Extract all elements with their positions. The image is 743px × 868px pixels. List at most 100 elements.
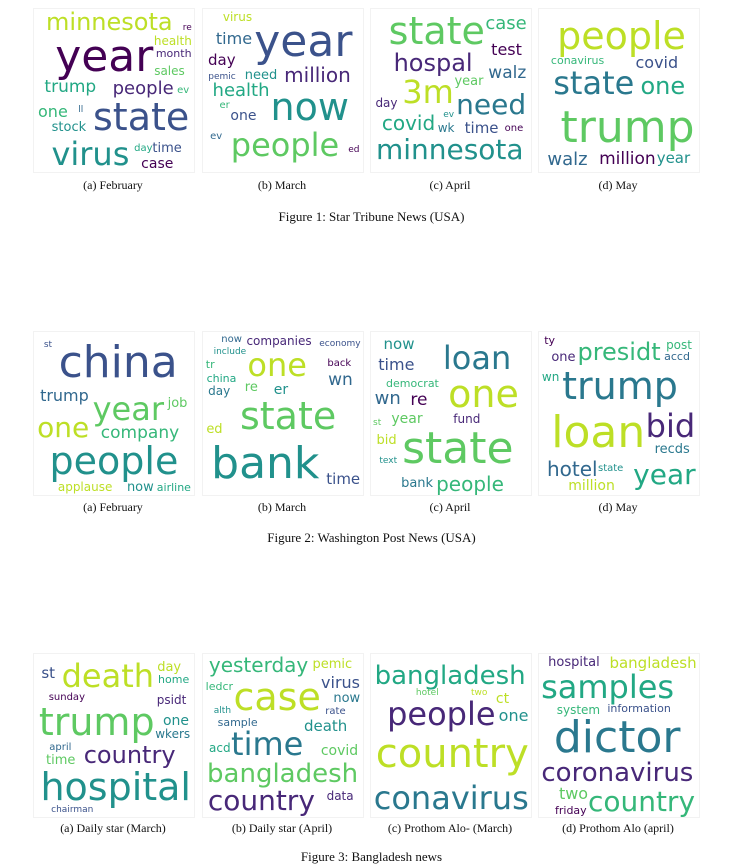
wordcloud-word: ed — [348, 145, 360, 156]
wordcloud-word: state — [553, 63, 635, 102]
wordcloud-word: time — [378, 354, 415, 374]
wordcloud-word: post — [666, 337, 692, 352]
wordcloud-word: bank — [211, 438, 320, 490]
wordcloud-word: virus — [321, 672, 361, 692]
wordcloud-word: covid — [635, 53, 679, 73]
wordcloud-word: april — [49, 742, 72, 754]
wordcloud-word: accd — [664, 350, 690, 364]
wordcloud-word: samples — [541, 667, 675, 706]
wordcloud-word: hospital — [548, 655, 600, 671]
wordcloud-word: wn — [328, 369, 353, 390]
wordcloud-word: year — [92, 390, 164, 429]
wordcloud-word: country — [587, 784, 696, 818]
subfigure-label: (b) Daily star (April) — [231, 821, 333, 835]
wordcloud-word: yesterday — [208, 653, 309, 678]
subfigure-label: (d) May — [598, 178, 638, 192]
wordcloud-word: one — [504, 123, 524, 135]
wordcloud-word: now — [126, 479, 154, 495]
wordcloud-word: two — [558, 784, 589, 804]
wordcloud-word: information — [607, 702, 671, 716]
wordcloud: year state virus minnesota people trump one cas… — [33, 8, 195, 173]
wordcloud-word: sample — [217, 715, 258, 729]
wordcloud-word: friday — [555, 803, 587, 817]
wordcloud-word: re — [410, 390, 428, 411]
subfigure-label: (a) February — [83, 500, 143, 514]
wordcloud-word: time — [152, 141, 182, 157]
wordcloud-word: ll — [78, 105, 84, 116]
wordcloud-word: bid — [645, 407, 696, 446]
wordcloud-word: year — [391, 410, 423, 427]
figure-caption: Figure 3: Bangladesh news — [300, 849, 443, 864]
wordcloud-word: time — [326, 469, 361, 488]
wordcloud-word: state — [402, 422, 514, 474]
wordcloud-word: tr — [205, 357, 215, 371]
wordcloud-word: presidt — [577, 337, 661, 366]
wordcloud-word: million — [568, 478, 615, 495]
wordcloud-word: time — [231, 725, 304, 763]
wordcloud-word: day — [157, 659, 182, 675]
wordcloud-word: hotel — [415, 688, 439, 699]
wordcloud-word: case — [485, 12, 527, 34]
wordcloud-word: state — [388, 8, 485, 53]
wordcloud-word: ed — [206, 421, 223, 437]
wordcloud-word: include — [213, 347, 247, 358]
wordcloud-word: minnesota — [375, 133, 524, 167]
figure-3-panel-a: hospital trump death country st one time day wke… — [33, 653, 195, 843]
wordcloud: china people year one company trump now job appl… — [33, 331, 195, 496]
wordcloud-word: death — [61, 657, 155, 696]
figure-2: china people year one company trump now job appl… — [0, 331, 743, 553]
wordcloud-word: applause — [57, 480, 113, 495]
wordcloud-word: trump — [44, 77, 97, 98]
wordcloud-word: back — [327, 358, 352, 370]
wordcloud-word: bangladesh — [207, 759, 359, 790]
wordcloud-word: st — [41, 663, 56, 682]
wordcloud-word: wn — [374, 387, 401, 409]
wordcloud-word: day — [208, 50, 236, 69]
figure-caption: Figure 2: Washington Post News (USA) — [267, 530, 476, 545]
wordcloud-word: sunday — [48, 692, 85, 704]
wordcloud-word: test — [491, 39, 522, 59]
wordcloud-word: country — [83, 741, 176, 770]
subfigure-label: (d) Prothom Alo (april) — [562, 821, 674, 835]
wordcloud-word: trump — [562, 363, 678, 408]
figure-3-panel-b: bangladesh case time country yesterday virus d… — [202, 653, 364, 843]
figure-3-panel-c: country conavirus people bangladesh one ct hot… — [370, 653, 532, 843]
wordcloud-word: recds — [654, 442, 690, 458]
figure-2-panel-c: state one loan people wn re time now year bid bank… — [370, 331, 532, 521]
wordcloud-word: year — [454, 74, 484, 89]
wordcloud-word: need — [244, 67, 278, 83]
wordcloud-word: one — [37, 410, 90, 444]
wordcloud-word: people — [557, 13, 686, 58]
wordcloud-word: day — [134, 142, 153, 154]
wordcloud-word: bid — [376, 433, 397, 449]
wordcloud-word: home — [158, 672, 190, 686]
wordcloud-word: bangladesh — [374, 660, 526, 691]
wordcloud-word: job — [167, 395, 188, 411]
wordcloud-word: chairman — [51, 805, 94, 816]
wordcloud-word: company — [100, 423, 180, 444]
wordcloud-word: covid — [320, 743, 359, 759]
figure-1-panel-c: minnesota state 3m need hospal covid case walz t… — [370, 8, 532, 198]
wordcloud: dictor coronavirus samples country two bangla… — [538, 653, 700, 818]
wordcloud-word: year — [55, 31, 154, 83]
wordcloud-word: day — [375, 95, 398, 110]
figure-3: hospital trump death country st one time day wke… — [0, 653, 743, 868]
wordcloud-word: st — [373, 417, 382, 428]
wordcloud-word: dictor — [553, 711, 681, 763]
wordcloud-word: people — [436, 471, 504, 496]
wordcloud-word: hotel — [546, 457, 598, 482]
wordcloud-word: ct — [495, 690, 510, 707]
wordcloud-word: alth — [213, 705, 232, 716]
wordcloud-word: coronavirus — [541, 758, 694, 789]
wordcloud-word: country — [207, 784, 315, 818]
wordcloud: trump people state one walz million covid year c… — [538, 8, 700, 173]
wordcloud-word: trump — [40, 386, 89, 406]
wordcloud-word: people — [49, 439, 179, 484]
figure-3-panel-d: dictor coronavirus samples country two bangla… — [538, 653, 700, 843]
wordcloud-word: million — [284, 62, 351, 87]
wordcloud-word: ty — [544, 334, 556, 348]
wordcloud: minnesota state 3m need hospal covid case walz t… — [370, 8, 532, 173]
wordcloud-word: year — [656, 148, 691, 167]
wordcloud-word: democrat — [386, 377, 439, 391]
wordcloud-word: wkers — [155, 727, 191, 742]
